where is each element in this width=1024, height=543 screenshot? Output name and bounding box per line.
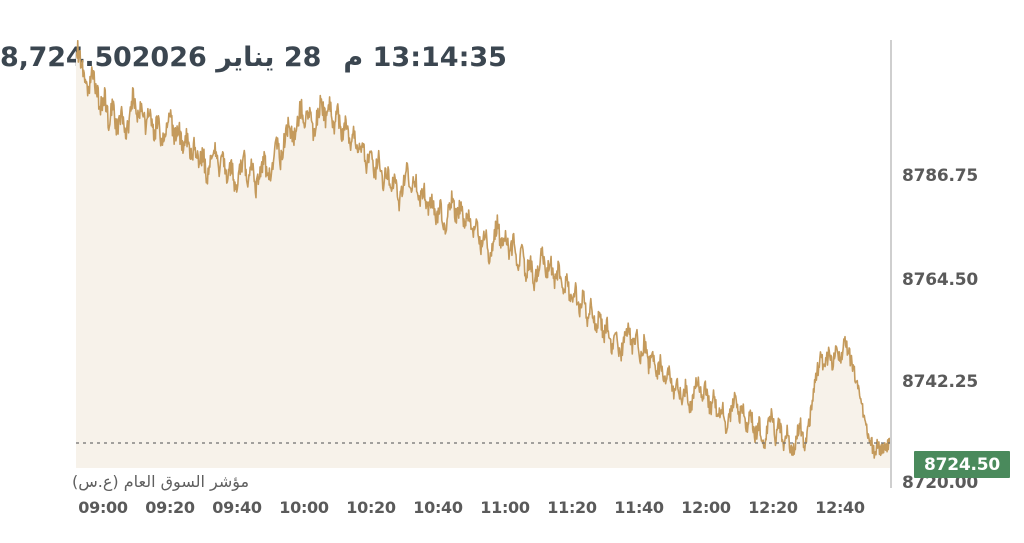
x-axis-labels: 09:00 09:20 09:40 10:00 10:20 10:40 11:00 11:20… — [0, 498, 1024, 528]
plot-area[interactable] — [76, 40, 890, 468]
x-tick-label-0: 09:00 — [78, 498, 128, 517]
x-tick-label-2: 09:40 — [212, 498, 262, 517]
y-tick-label-2: 8742.25 — [902, 372, 979, 392]
y-axis-labels: 8786.75 8764.50 8742.25 8720.00 — [898, 0, 1024, 543]
y-axis-spine — [890, 40, 892, 488]
x-tick-label-7: 11:20 — [547, 498, 597, 517]
quote-time: 13:14:35 م — [343, 41, 507, 73]
quote-date: 28 يناير 2026 — [131, 41, 322, 73]
quote-header: 8,724.50 28 يناير 2026 13:14:35 م — [0, 36, 872, 78]
x-tick-label-9: 12:00 — [681, 498, 731, 517]
x-tick-label-6: 11:00 — [480, 498, 530, 517]
quote-price: 8,724.50 — [0, 41, 132, 73]
x-tick-label-8: 11:40 — [614, 498, 664, 517]
price-line-chart — [76, 40, 890, 468]
series-line — [76, 40, 890, 459]
y-tick-label-1: 8764.50 — [902, 270, 979, 290]
x-tick-label-1: 09:20 — [145, 498, 195, 517]
series-legend: مؤشر السوق العام (ع.س) — [72, 468, 249, 494]
x-tick-label-11: 12:40 — [815, 498, 865, 517]
series-legend-label: مؤشر السوق العام (ع.س) — [72, 471, 250, 491]
current-price-badge-value: 8724.50 — [923, 454, 1001, 475]
x-tick-label-3: 10:00 — [279, 498, 329, 517]
x-tick-label-4: 10:20 — [346, 498, 396, 517]
y-tick-label-0: 8786.75 — [902, 166, 979, 186]
current-price-badge: 8724.50 — [914, 451, 1010, 478]
x-tick-label-10: 12:20 — [748, 498, 798, 517]
y-tick-label-3: 8720.00 — [902, 473, 979, 493]
x-tick-label-5: 10:40 — [413, 498, 463, 517]
series-area-fill — [76, 40, 890, 468]
